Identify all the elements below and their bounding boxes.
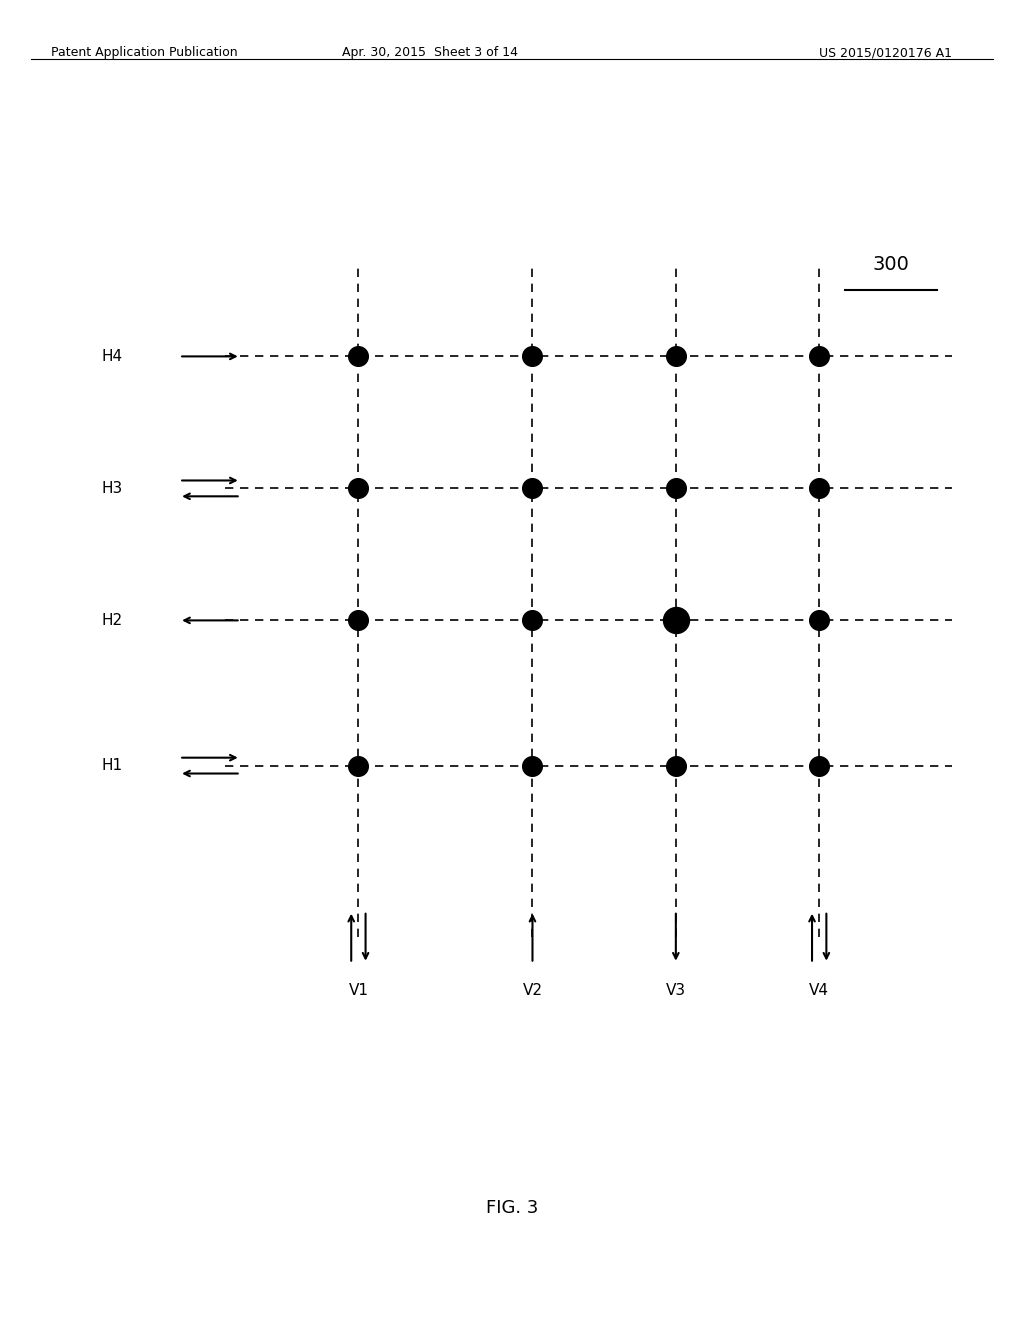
- Point: [811, 755, 827, 776]
- Text: H4: H4: [101, 348, 123, 364]
- Text: 300: 300: [872, 255, 909, 273]
- Text: V4: V4: [809, 983, 829, 998]
- Text: H3: H3: [101, 480, 123, 496]
- Text: Apr. 30, 2015  Sheet 3 of 14: Apr. 30, 2015 Sheet 3 of 14: [342, 46, 518, 59]
- Text: V1: V1: [348, 983, 369, 998]
- Text: US 2015/0120176 A1: US 2015/0120176 A1: [819, 46, 952, 59]
- Point: [350, 610, 367, 631]
- Point: [811, 610, 827, 631]
- Point: [524, 346, 541, 367]
- Point: [350, 478, 367, 499]
- Point: [668, 478, 684, 499]
- Point: [668, 346, 684, 367]
- Point: [811, 478, 827, 499]
- Point: [668, 610, 684, 631]
- Point: [350, 755, 367, 776]
- Text: H2: H2: [101, 612, 123, 628]
- Text: Patent Application Publication: Patent Application Publication: [51, 46, 238, 59]
- Point: [668, 755, 684, 776]
- Point: [524, 755, 541, 776]
- Point: [350, 346, 367, 367]
- Point: [811, 346, 827, 367]
- Text: FIG. 3: FIG. 3: [485, 1199, 539, 1217]
- Text: V2: V2: [522, 983, 543, 998]
- Point: [524, 610, 541, 631]
- Text: H1: H1: [101, 758, 123, 774]
- Text: V3: V3: [666, 983, 686, 998]
- Point: [524, 478, 541, 499]
